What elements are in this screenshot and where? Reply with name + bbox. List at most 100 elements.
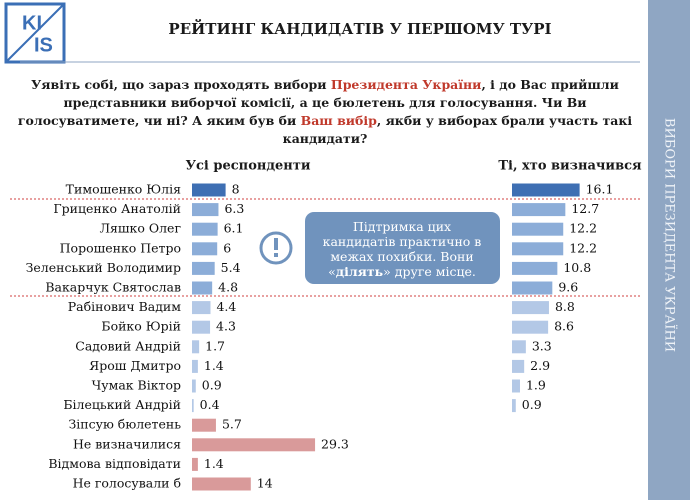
category-label: Зеленський Володимир [26, 260, 181, 275]
bar [192, 359, 198, 373]
slide-title: РЕЙТИНГ КАНДИДАТІВ У ПЕРШОМУ ТУРІ [168, 19, 551, 38]
value-label: 1.9 [526, 378, 546, 393]
bar [512, 242, 564, 256]
bar [512, 203, 566, 217]
callout-text: » друге місце. [383, 264, 476, 279]
callout-line: Підтримка цих [353, 219, 451, 234]
bar [512, 261, 558, 275]
value-label: 4.4 [216, 299, 236, 314]
value-label: 12.2 [569, 221, 597, 236]
category-label: Гриценко Анатолій [53, 201, 181, 216]
bar [192, 340, 200, 354]
category-label: Ярош Дмитро [89, 358, 181, 373]
bar [192, 438, 316, 452]
question-text: Уявіть собі, що зараз проходять вибори [31, 77, 331, 92]
question-text: представники виборчої комісії, а це бюле… [63, 95, 586, 110]
alert-icon [274, 253, 278, 257]
callout-line: межах похибки. Вони [330, 249, 473, 264]
category-label: Відмова відповідати [48, 456, 181, 471]
value-label: 4.8 [218, 280, 238, 295]
value-label: 29.3 [321, 436, 349, 451]
question-line: представники виборчої комісії, а це бюле… [63, 95, 586, 110]
bar [512, 340, 526, 354]
callout-text: Підтримка цих [353, 219, 451, 234]
bar [512, 281, 553, 295]
callout-line: кандидатів практично в [323, 234, 482, 249]
category-label: Не визначилися [73, 436, 181, 451]
question-text: голосуватимете, чи ні? А яким був би [18, 113, 301, 128]
bar [192, 320, 211, 334]
value-label: 8 [232, 182, 240, 197]
callout-text: ділять [336, 264, 383, 279]
bar [192, 203, 219, 217]
question-line: Уявіть собі, що зараз проходять вибори П… [31, 77, 619, 92]
bar [192, 418, 216, 432]
bar [192, 183, 226, 197]
bar [192, 242, 218, 256]
category-label: Ляшко Олег [100, 221, 181, 236]
question-text: , і до Вас прийшли [481, 77, 618, 92]
category-label: Порошенко Петро [60, 240, 181, 255]
value-label: 12.2 [569, 240, 597, 255]
question-text: , якби у виборах брали участь такі [377, 113, 632, 128]
value-label: 1.7 [205, 338, 225, 353]
bar [192, 477, 251, 491]
category-label: Тимошенко Юлія [66, 182, 181, 197]
alert-icon [259, 231, 293, 265]
question-text: Ваш вибір [301, 113, 377, 128]
bar [192, 222, 218, 236]
logo-text: IS [34, 34, 53, 56]
value-label: 12.7 [571, 201, 599, 216]
question-text: Президента України [331, 77, 482, 92]
value-label: 5.7 [222, 417, 242, 432]
callout-text: кандидатів практично в [323, 234, 482, 249]
callout-text: межах похибки. Вони [330, 249, 473, 264]
bar [512, 320, 549, 334]
value-label: 6.3 [224, 201, 244, 216]
bar [512, 301, 549, 315]
bar [192, 261, 215, 275]
bar [192, 301, 211, 315]
bar [192, 457, 198, 471]
category-label: Садовий Андрій [75, 338, 181, 353]
value-label: 14 [257, 476, 273, 491]
category-label: Рабінович Вадим [68, 299, 182, 314]
value-label: 16.1 [586, 182, 614, 197]
value-label: 3.3 [532, 338, 552, 353]
callout-text: « [328, 264, 336, 279]
category-label: Чумак Віктор [92, 378, 181, 393]
value-label: 0.9 [202, 378, 222, 393]
category-label: Бойко Юрій [101, 319, 181, 334]
value-label: 0.4 [200, 397, 220, 412]
bar [512, 359, 525, 373]
category-label: Зіпсую бюлетень [68, 417, 181, 432]
logo-text: KI [22, 12, 42, 34]
question-text: кандидати? [283, 131, 368, 146]
value-label: 1.4 [204, 456, 224, 471]
sidebar-label: ВИБОРИ ПРЕЗИДЕНТА УКРАЇНИ [662, 118, 679, 352]
value-label: 6 [223, 240, 231, 255]
bar [512, 183, 580, 197]
value-label: 5.4 [221, 260, 241, 275]
bar [192, 379, 196, 393]
bar [512, 379, 520, 393]
alert-icon [274, 238, 278, 250]
chart-title: Усі респонденти [185, 159, 310, 174]
question-line: голосуватимете, чи ні? А яким був би Ваш… [18, 113, 632, 128]
category-label: Вакарчук Святослав [45, 280, 181, 295]
callout-line: «ділять» друге місце. [328, 264, 476, 279]
callout-box [305, 212, 500, 284]
value-label: 2.9 [530, 358, 550, 373]
bar [512, 222, 564, 236]
category-label: Не голосували б [73, 476, 181, 491]
bar [192, 281, 213, 295]
bar [512, 399, 516, 413]
value-label: 4.3 [216, 319, 236, 334]
question-line: кандидати? [283, 131, 368, 146]
value-label: 8.6 [554, 319, 574, 334]
value-label: 10.8 [563, 260, 591, 275]
value-label: 6.1 [224, 221, 244, 236]
value-label: 9.6 [558, 280, 578, 295]
logo-diagonal [5, 3, 65, 63]
